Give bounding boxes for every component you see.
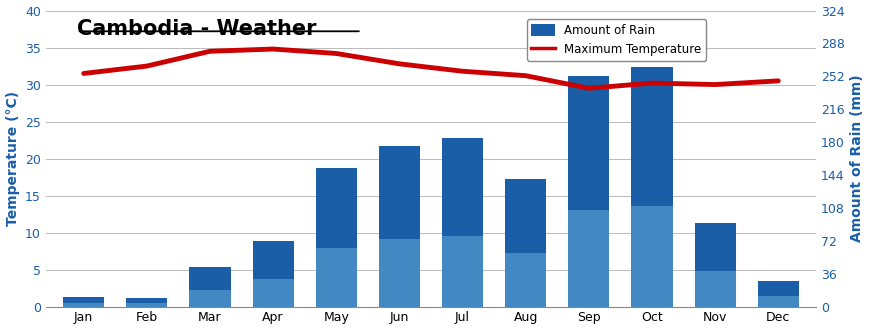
Bar	[379, 239, 420, 307]
Bar	[693, 222, 735, 307]
Legend: Amount of Rain, Maximum Temperature: Amount of Rain, Maximum Temperature	[526, 19, 706, 61]
Bar	[693, 271, 735, 307]
Bar	[63, 297, 104, 307]
Bar	[567, 210, 608, 307]
Text: Cambodia - Weather: Cambodia - Weather	[76, 19, 315, 40]
Bar	[631, 67, 672, 307]
Bar	[505, 253, 546, 307]
Bar	[315, 168, 356, 307]
Bar	[441, 139, 482, 307]
Y-axis label: Amount of Rain (mm): Amount of Rain (mm)	[850, 75, 864, 242]
Bar	[757, 281, 798, 307]
Bar	[441, 236, 482, 307]
Y-axis label: Temperature (°C): Temperature (°C)	[5, 91, 19, 226]
Bar	[252, 279, 294, 307]
Bar	[631, 206, 672, 307]
Bar	[567, 76, 608, 307]
Bar	[63, 303, 104, 307]
Bar	[189, 267, 230, 307]
Bar	[757, 296, 798, 307]
Bar	[189, 290, 230, 307]
Bar	[379, 146, 420, 307]
Bar	[252, 241, 294, 307]
Bar	[315, 248, 356, 307]
Bar	[126, 298, 167, 307]
Bar	[505, 179, 546, 307]
Bar	[126, 303, 167, 307]
